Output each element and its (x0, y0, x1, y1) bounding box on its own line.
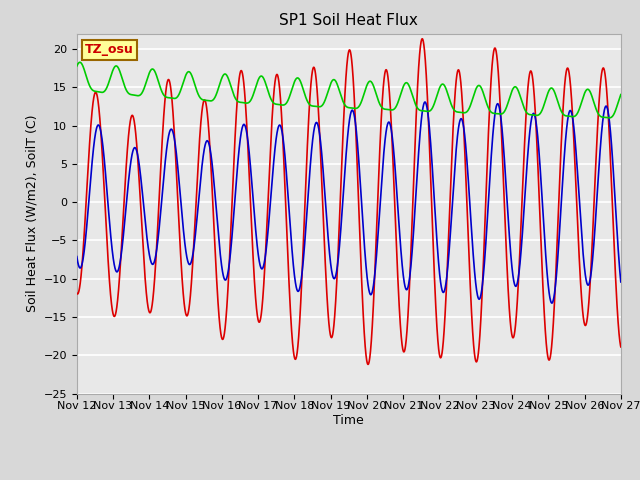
Legend: sp1_SHF_2, sp1_SHF_1, sp1_SHF_T: sp1_SHF_2, sp1_SHF_1, sp1_SHF_T (163, 479, 535, 480)
Text: TZ_osu: TZ_osu (85, 43, 134, 56)
X-axis label: Time: Time (333, 414, 364, 427)
Y-axis label: Soil Heat Flux (W/m2), SoilT (C): Soil Heat Flux (W/m2), SoilT (C) (25, 115, 38, 312)
Title: SP1 Soil Heat Flux: SP1 Soil Heat Flux (280, 13, 418, 28)
